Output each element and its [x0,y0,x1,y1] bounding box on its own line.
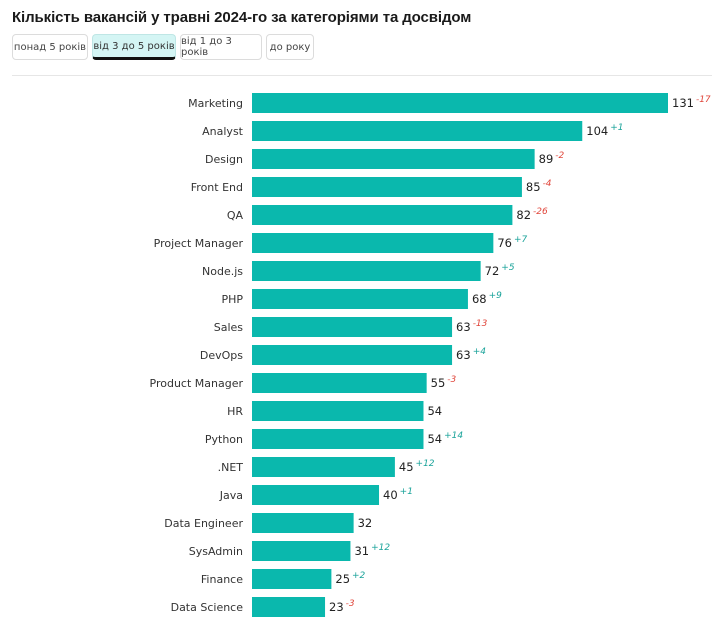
change-label-devops: +4 [473,347,487,357]
divider [12,75,712,76]
bar-python[interactable] [252,429,424,449]
change-label-product-manager: -3 [447,375,456,385]
value-label-analyst: 104 [586,124,608,138]
category-label-php: PHP [221,293,243,306]
bar-hr[interactable] [252,401,424,421]
category-label-data-science: Data Science [171,601,244,614]
change-label-node-js: +5 [501,263,515,273]
value-label-sales: 63 [456,320,471,334]
value-label-finance: 25 [335,572,350,586]
category-label-data-engineer: Data Engineer [164,517,243,530]
category-label-front-end: Front End [191,181,243,194]
bar-front-end[interactable] [252,177,522,197]
category-label-net: .NET [218,461,244,474]
bar-finance[interactable] [252,569,332,589]
value-label-sysadmin: 31 [354,544,369,558]
bar-sysadmin[interactable] [252,541,351,561]
value-label-hr: 54 [427,404,442,418]
bar-java[interactable] [252,485,380,505]
change-label-net: +12 [416,459,435,469]
value-label-product-manager: 55 [431,376,446,390]
category-label-python: Python [205,433,243,446]
category-label-product-manager: Product Manager [150,377,244,390]
change-label-sales: -13 [473,319,488,329]
change-label-marketing: -17 [696,95,711,105]
value-label-data-engineer: 32 [358,516,373,530]
value-label-project-manager: 76 [497,236,512,250]
change-label-java: +1 [400,487,413,497]
value-label-qa: 82 [516,208,531,222]
change-label-front-end: -4 [543,179,552,189]
bar-data-engineer[interactable] [252,513,354,533]
change-label-data-science: -3 [346,599,355,609]
value-label-php: 68 [472,292,487,306]
value-label-net: 45 [399,460,414,474]
change-label-sysadmin: +12 [371,543,390,553]
category-label-project-manager: Project Manager [154,237,244,250]
change-label-php: +9 [489,291,503,301]
tab-1-to-3-years[interactable]: від 1 до 3 років [180,34,262,60]
bar-php[interactable] [252,289,468,309]
change-label-design: -2 [555,151,564,161]
category-label-sysadmin: SysAdmin [189,545,243,558]
value-label-data-science: 23 [329,600,344,614]
value-label-java: 40 [383,488,398,502]
bar-project-manager[interactable] [252,233,494,253]
value-label-front-end: 85 [526,180,541,194]
value-label-python: 54 [427,432,442,446]
category-label-qa: QA [227,209,244,222]
bar-data-science[interactable] [252,597,326,617]
change-label-qa: -26 [533,207,548,217]
value-label-devops: 63 [456,348,471,362]
bar-qa[interactable] [252,205,513,225]
tab-under-1-year[interactable]: до року [266,34,314,60]
category-label-design: Design [205,153,243,166]
value-label-node-js: 72 [485,264,500,278]
change-label-analyst: +1 [610,123,623,133]
category-label-java: Java [219,489,243,502]
bar-marketing[interactable] [252,93,668,113]
value-label-marketing: 131 [672,96,694,110]
tab-3-to-5-years[interactable]: від 3 до 5 років [92,34,176,60]
change-label-python: +14 [444,431,463,441]
category-label-hr: HR [227,405,243,418]
page-title: Кількість вакансій у травні 2024-го за к… [12,9,472,26]
bar-node-js[interactable] [252,261,481,281]
bar-sales[interactable] [252,317,453,337]
category-label-finance: Finance [201,573,243,586]
category-label-analyst: Analyst [202,125,244,138]
change-label-finance: +2 [352,571,366,581]
category-label-marketing: Marketing [188,97,243,110]
bar-product-manager[interactable] [252,373,427,393]
category-label-node-js: Node.js [202,265,243,278]
value-label-design: 89 [539,152,554,166]
bar-net[interactable] [252,457,395,477]
category-label-sales: Sales [214,321,244,334]
tab-over-5-years[interactable]: понад 5 років [12,34,88,60]
change-label-project-manager: +7 [514,235,528,245]
bar-analyst[interactable] [252,121,583,141]
bar-design[interactable] [252,149,535,169]
bar-devops[interactable] [252,345,453,365]
category-label-devops: DevOps [200,349,243,362]
